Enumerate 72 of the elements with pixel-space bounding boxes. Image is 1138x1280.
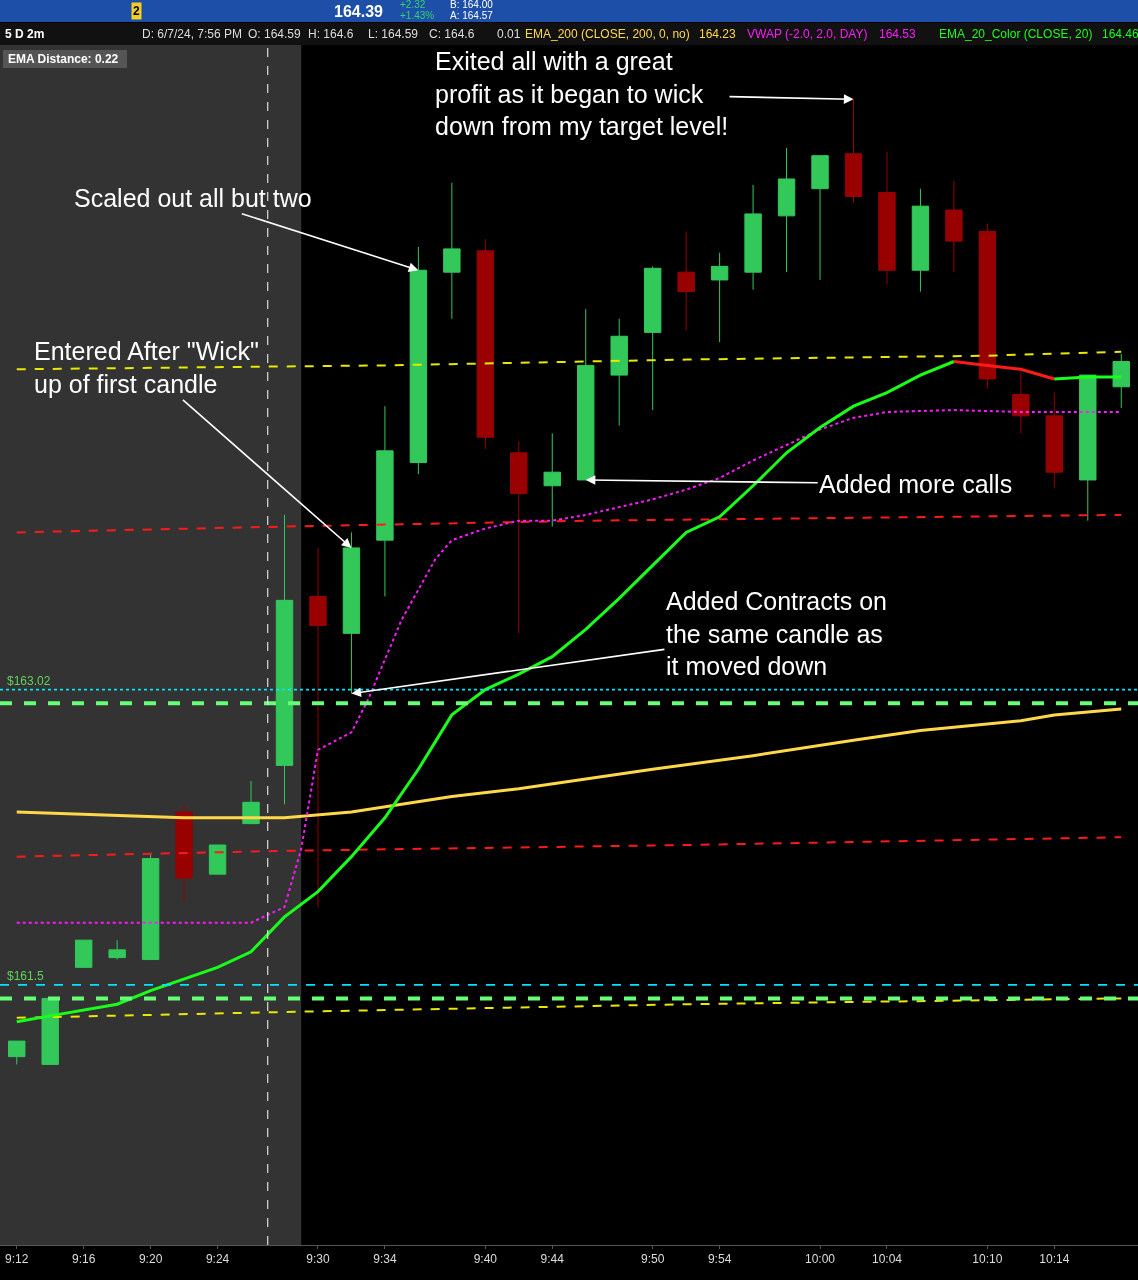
x-tick-label: 9:44	[540, 1252, 565, 1267]
annotation: EMA Distance: 0.22	[8, 52, 119, 66]
candlestick	[744, 184, 762, 291]
text: EMA_20_Color (CLOSE, 20)	[939, 27, 1093, 41]
candlestick	[141, 852, 160, 961]
text: +1.43%	[400, 10, 435, 21]
annotation: Added Contracts on the same candle as it moved down	[666, 587, 887, 680]
annotation: Entered After "Wick" up of first candle	[34, 337, 259, 398]
x-tick-label: 9:16	[72, 1252, 96, 1267]
candlestick	[945, 180, 963, 273]
text: 2	[133, 4, 140, 18]
candlestick	[41, 997, 59, 1065]
candlestick	[577, 308, 595, 481]
chart-title: 5 D 2m	[5, 27, 45, 41]
x-tick-label: 10:10	[972, 1252, 1003, 1267]
candlestick	[710, 252, 729, 343]
candlestick	[1012, 372, 1030, 434]
text: 164.23	[699, 27, 737, 41]
candlestick	[175, 803, 193, 902]
candlestick	[309, 547, 327, 908]
candlestick	[376, 405, 394, 597]
x-tick-label: 10:00	[805, 1252, 836, 1267]
candlestick	[510, 440, 528, 634]
text: H: 164.6	[308, 27, 354, 41]
candlestick	[108, 939, 126, 961]
candlestick	[275, 514, 294, 805]
x-tick-label: 9:30	[306, 1252, 330, 1267]
annotation: Added more calls	[819, 470, 1013, 498]
x-tick-label: 9:20	[138, 1252, 163, 1267]
text: 0.01	[497, 27, 521, 41]
annotation: Scaled out all but two	[74, 184, 312, 212]
annotation: Exited all with a great profit as it began to wick down from my target level!	[435, 47, 729, 140]
candlestick	[911, 188, 930, 293]
candlestick	[643, 265, 662, 411]
text: 164.53	[879, 27, 917, 41]
x-tick-label: 9:24	[205, 1252, 230, 1267]
text: B: 164.00	[450, 0, 494, 10]
candlestick	[1045, 392, 1064, 489]
text: C: 164.6	[429, 27, 475, 41]
x-tick-label: 9:40	[473, 1252, 498, 1267]
candlestick	[1079, 374, 1097, 522]
ref-line-label: $161.5	[7, 969, 45, 983]
x-tick-label: 9:54	[707, 1252, 732, 1267]
x-tick-label: 9:12	[5, 1252, 29, 1267]
text: O: 164.59	[248, 27, 302, 41]
candlestick	[844, 98, 863, 203]
text: 164.39	[334, 3, 384, 20]
candlestick	[208, 844, 227, 875]
candlestick	[1112, 353, 1130, 409]
ref-line-label: $163.02	[7, 674, 51, 688]
candlestick	[610, 318, 628, 427]
text: EMA_200 (CLOSE, 200, 0, no)	[525, 27, 690, 41]
candlestick	[543, 432, 561, 528]
candlestick	[8, 1040, 26, 1065]
candlestick	[811, 155, 829, 281]
text: 164.46	[1102, 27, 1138, 41]
text: D: 6/7/24, 7:56 PM	[142, 27, 243, 41]
candlestick	[443, 182, 461, 320]
text: VWAP (-2.0, 2.0, DAY)	[747, 27, 868, 41]
x-tick-label: 9:34	[373, 1252, 397, 1267]
candlestick	[74, 939, 93, 968]
text: L: 164.59	[368, 27, 419, 41]
candlestick	[777, 147, 796, 273]
text: A: 164.57	[450, 10, 494, 21]
candlestick	[978, 223, 997, 390]
candlestick	[878, 151, 896, 285]
candlestick	[476, 238, 495, 450]
x-tick-label: 10:04	[871, 1252, 903, 1267]
x-tick-label: 10:14	[1039, 1252, 1070, 1267]
candlestick	[677, 230, 695, 331]
x-tick-label: 9:50	[641, 1252, 665, 1267]
text: +2.32	[400, 0, 426, 10]
